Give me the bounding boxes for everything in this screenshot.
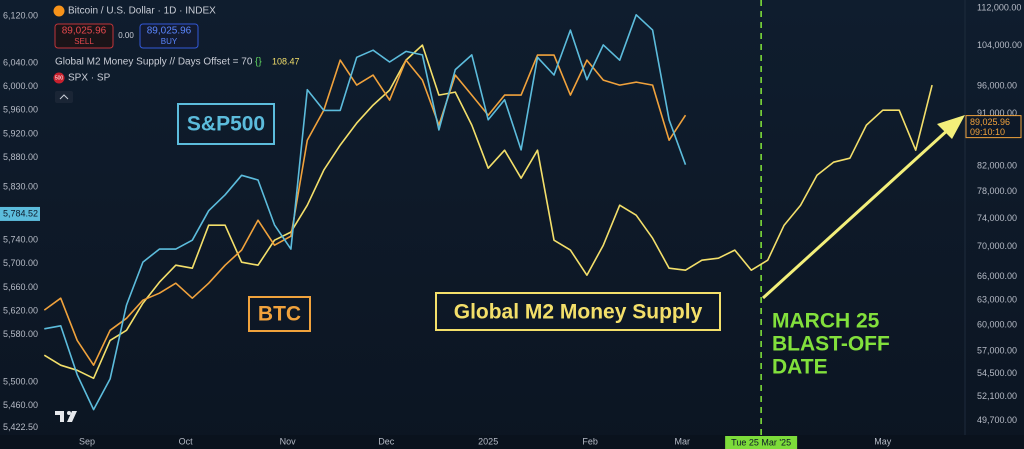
x-tick-label: May — [874, 436, 892, 446]
indicator-icon: {} — [255, 57, 262, 68]
y-tick-label: 5,580.00 — [3, 329, 38, 339]
y2-tick-label: 63,000.00 — [977, 295, 1017, 305]
indicator-value: 108.47 — [272, 56, 300, 66]
y2-tick-label: 57,000.00 — [977, 345, 1017, 355]
sp500-box — [177, 103, 275, 145]
blast-off-note: MARCH 25 BLAST-OFF DATE — [772, 310, 890, 379]
btc-box — [248, 296, 311, 332]
sp500-name: S&P500 — [187, 113, 265, 136]
y-tick-label: 6,120.00 — [3, 10, 38, 20]
y-tick-label: 5,500.00 — [3, 376, 38, 386]
sell-button[interactable] — [54, 23, 114, 49]
logo-part — [67, 411, 77, 422]
spread: 0.00 — [118, 31, 134, 40]
y-tick-label: 5,960.00 — [3, 105, 38, 115]
y2-tick-label: 74,000.00 — [977, 213, 1017, 223]
x-tick-label: Sep — [79, 436, 95, 446]
y2-tick-label: 66,000.00 — [977, 271, 1017, 281]
last-price-label: 89,025.96 — [970, 117, 1010, 127]
vertical-marker-label: Tue 25 Mar '25 — [731, 437, 791, 447]
m2-name: Global M2 Money Supply — [454, 301, 703, 324]
x-tick-label: 2025 — [478, 436, 498, 446]
collapse-icon — [59, 94, 69, 100]
y-tick-label: 5,920.00 — [3, 128, 38, 138]
spx-badge-text: 500 — [55, 75, 64, 81]
y2-tick-label: 91,000.00 — [977, 108, 1017, 118]
x-tick-label: Feb — [582, 436, 598, 446]
series-line — [44, 14, 687, 411]
y2-tick-label: 54,500.00 — [977, 368, 1017, 378]
y-tick-label: 6,040.00 — [3, 58, 38, 68]
last-price-tag — [965, 115, 1022, 139]
y-tick-label: 5,660.00 — [3, 282, 38, 292]
countdown-label: 09:10:10 — [970, 127, 1005, 137]
y-tick-label: 6,000.00 — [3, 81, 38, 91]
buy-button[interactable] — [139, 23, 199, 49]
x-tick-label: Dec — [378, 436, 395, 446]
spx-badge — [53, 72, 65, 84]
overlay-title: SPX · SP — [68, 73, 111, 84]
time-axis-strip — [0, 435, 1024, 449]
y-tick-label: 5,620.00 — [3, 305, 38, 315]
y2-tick-label: 60,000.00 — [977, 319, 1017, 329]
y-tick-label: 5,460.00 — [3, 400, 38, 410]
y-tick-label: 5,700.00 — [3, 258, 38, 268]
buy-price: 89,025.96 — [147, 26, 192, 37]
series-line — [43, 44, 933, 380]
bitcoin-icon — [53, 5, 65, 17]
logo-part — [60, 411, 64, 422]
symbol-title: Bitcoin / U.S. Dollar · 1D · INDEX — [68, 6, 216, 17]
arrow — [761, 115, 965, 300]
y2-tick-label: 96,000.00 — [977, 81, 1017, 91]
y2-tick-label: 112,000.00 — [977, 2, 1021, 12]
tv-logo — [55, 411, 77, 422]
note-line: BLAST-OFF — [772, 333, 890, 356]
y-tick-label: 5,740.00 — [3, 235, 38, 245]
logo-part — [55, 411, 64, 415]
arrow-head — [937, 115, 965, 139]
buy-label: BUY — [161, 37, 178, 46]
y2-tick-label: 78,000.00 — [977, 186, 1017, 196]
y-tick-label: 5,830.00 — [3, 181, 38, 191]
logo-part — [67, 411, 71, 415]
m2-label: Global M2 Money Supply — [435, 292, 721, 331]
m2-box — [435, 292, 721, 331]
x-tick-label: Nov — [280, 436, 297, 446]
sp500-label: S&P500 — [177, 103, 275, 145]
vertical-marker-tag — [725, 436, 798, 449]
sell-label: SELL — [74, 37, 94, 46]
note-line: MARCH 25 — [772, 310, 880, 333]
collapse-button[interactable] — [55, 91, 73, 103]
indicator-title: Global M2 Money Supply // Days Offset = … — [55, 57, 253, 68]
y-tick-label: 5,880.00 — [3, 152, 38, 162]
arrow-shaft — [761, 126, 952, 300]
y2-tick-label: 82,000.00 — [977, 161, 1017, 171]
btc-name: BTC — [258, 303, 301, 326]
last-price-label: 5,784.52 — [3, 208, 38, 218]
y2-tick-label: 104,000.00 — [977, 40, 1022, 50]
y-tick-label: 5,422.50 — [3, 422, 38, 432]
series-lines — [43, 0, 933, 435]
note-line: DATE — [772, 356, 828, 379]
btc-label: BTC — [248, 296, 311, 332]
y2-tick-label: 70,000.00 — [977, 241, 1017, 251]
x-tick-label: Oct — [179, 436, 194, 446]
sell-price: 89,025.96 — [62, 26, 107, 37]
series-line — [43, 54, 687, 366]
y2-tick-label: 52,100.00 — [977, 391, 1017, 401]
header: Bitcoin / U.S. Dollar · 1D · INDEX 89,02… — [53, 5, 300, 103]
y2-tick-label: 49,700.00 — [977, 415, 1017, 425]
x-tick-label: Mar — [674, 436, 690, 446]
last-price-tag — [0, 206, 40, 221]
